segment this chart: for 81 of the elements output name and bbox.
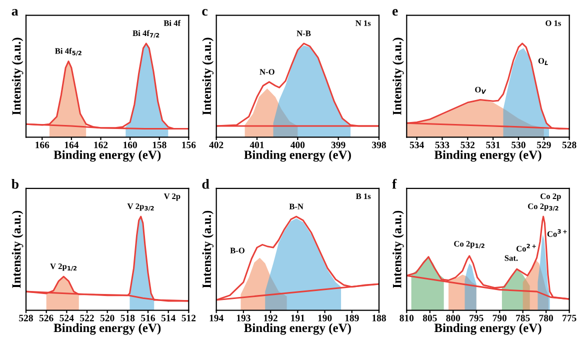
x-tick-label: 800: [446, 314, 460, 322]
text: V 2p: [164, 193, 180, 201]
x-tick-label: 399: [331, 142, 346, 148]
x-tick-label: 785: [516, 314, 530, 322]
x-tick-label: 191: [291, 314, 304, 322]
annotation: Co 2p$_{3/2}$: [528, 203, 558, 211]
annotation: Sat.: [504, 255, 518, 261]
x-tick-label: 156: [182, 142, 196, 148]
x-tick-label: 160: [124, 142, 137, 148]
x-tick-label: 534: [410, 142, 424, 148]
x-tick-label: 193: [236, 314, 250, 322]
x-axis-title: Binding energy (eV): [244, 150, 351, 162]
x-tick-label: 526: [39, 314, 54, 322]
text: B 1s: [356, 193, 371, 200]
x-tick-label: 516: [141, 314, 156, 322]
x-tick-label: 528: [19, 314, 33, 322]
x-tick-label: 520: [100, 314, 114, 322]
text: Bi 4f: [164, 20, 181, 26]
annotation: Bi 4f$_{5/2}$: [55, 48, 82, 56]
annotation: Co$^{2+}$: [516, 244, 536, 252]
x-tick-label: 524: [60, 314, 74, 322]
y-axis-title: Intensity (a.u.): [12, 38, 24, 115]
text: N 1s: [356, 20, 371, 26]
x-tick-label: 514: [161, 314, 176, 322]
x-axis-title: Binding energy (eV): [54, 323, 161, 335]
x-tick-label: 529: [537, 142, 551, 148]
x-tick-label: 158: [152, 142, 166, 148]
annotation: V 2p$_{1/2}$: [50, 264, 77, 271]
x-tick-label: 790: [492, 314, 507, 322]
x-tick-label: 532: [460, 142, 475, 148]
x-tick-label: 189: [345, 314, 359, 322]
chart-title: e: [392, 9, 398, 16]
annotation: O$_{V}$: [475, 86, 486, 94]
x-tick-label: 190: [318, 314, 332, 322]
x-tick-label: 810: [400, 314, 414, 322]
y-axis-title: Intensity (a.u.): [392, 210, 404, 288]
annotation: B-O: [230, 248, 244, 254]
x-tick-label: 400: [290, 142, 305, 148]
x-tick-label: 805: [422, 314, 437, 322]
x-tick-label: 795: [470, 314, 484, 322]
y-axis-title: Intensity (a.u.): [392, 38, 404, 115]
x-tick-label: 528: [562, 142, 576, 148]
x-axis-title: Binding energy (eV): [434, 323, 542, 335]
y-axis-title: Intensity (a.u.): [12, 210, 24, 288]
x-axis-title: Binding energy (eV): [434, 150, 542, 162]
x-tick-label: 162: [94, 142, 108, 148]
x-tick-label: 188: [372, 314, 386, 322]
x-axis-title: Binding energy (eV): [54, 150, 161, 162]
chart-title: a: [12, 9, 18, 16]
text: O 1s: [546, 20, 561, 26]
text: Co 2p: [540, 193, 561, 201]
x-tick-label: 530: [512, 142, 526, 148]
x-tick-label: 518: [120, 314, 135, 322]
x-tick-label: 531: [486, 142, 500, 148]
annotation: O$_{L}$: [538, 58, 548, 65]
annotation: N-O: [260, 69, 274, 75]
chart-title: d: [202, 178, 210, 189]
annotation: Co$^{3+}$: [547, 229, 567, 237]
chart-title: b: [12, 178, 19, 189]
x-tick-label: 164: [64, 142, 79, 148]
x-tick-label: 192: [264, 314, 278, 322]
annotation: B-N: [289, 204, 304, 210]
annotation: Co 2p$_{1/2}$: [454, 241, 484, 248]
x-axis-title: Binding energy (eV): [244, 323, 351, 335]
x-tick-label: 775: [562, 314, 576, 322]
x-tick-label: 166: [36, 142, 50, 148]
x-tick-label: 533: [435, 142, 450, 148]
chart-title: f: [392, 178, 397, 189]
x-tick-label: 401: [250, 142, 264, 148]
annotation: V 2p$_{3/2}$: [127, 203, 154, 211]
x-tick-label: 512: [182, 314, 196, 322]
y-axis-title: Intensity (a.u.): [202, 38, 214, 115]
x-tick-label: 398: [372, 142, 386, 148]
y-axis-title: Intensity (a.u.): [202, 210, 214, 288]
annotation: N-B: [296, 30, 311, 36]
x-tick-label: 402: [209, 142, 224, 148]
x-tick-label: 780: [539, 314, 554, 322]
x-tick-label: 194: [210, 314, 224, 322]
chart-title: c: [202, 9, 208, 16]
x-tick-label: 522: [80, 314, 94, 322]
annotation: Bi 4f$_{7/2}$: [132, 30, 160, 38]
